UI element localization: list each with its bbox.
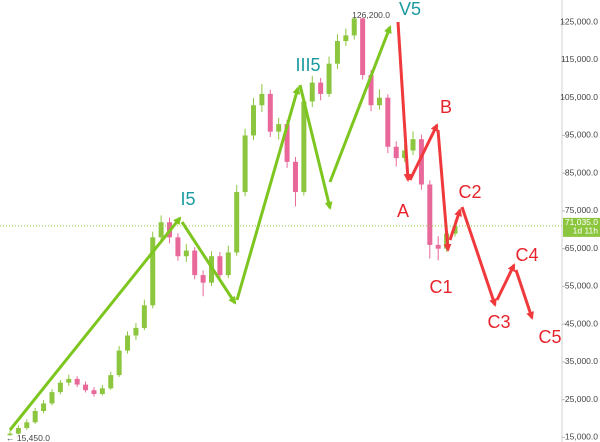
y-tick-label: 55,000.0 [565, 281, 598, 291]
y-tick-label: 75,000.0 [565, 205, 598, 215]
y-tick-label: 105,000.0 [560, 92, 598, 102]
high-label: 126,200.0 [352, 10, 390, 20]
arrow [298, 84, 333, 210]
price-tag [563, 217, 600, 237]
arrow [514, 269, 534, 320]
candle-body [393, 146, 399, 159]
candle-body [267, 93, 273, 132]
candle-body [234, 192, 240, 253]
candle-body [24, 422, 30, 428]
candle-body [15, 427, 21, 434]
candle-body [175, 237, 181, 257]
candle-body [427, 184, 433, 245]
candle-body [309, 82, 315, 102]
y-tick-label: 15,000.0 [565, 432, 598, 442]
candle-body [334, 41, 340, 64]
candle-body [49, 392, 55, 404]
y-tick-label: 125,000.0 [560, 16, 598, 26]
y-tick-label: 35,000.0 [565, 356, 598, 366]
arrow [448, 208, 462, 241]
candle-body [133, 327, 139, 336]
candle-body [217, 256, 223, 276]
wave-label: C3 [487, 312, 510, 332]
candle-body [74, 378, 80, 385]
candle-body [284, 124, 290, 162]
candle-body [141, 305, 147, 328]
candle-body [225, 252, 231, 276]
candle-body [292, 161, 298, 193]
candle-body [343, 35, 349, 42]
candle-body [158, 222, 164, 238]
candle-body [116, 350, 122, 376]
candle-body [125, 335, 131, 351]
candle-body [192, 250, 198, 276]
wave-label: B [440, 97, 452, 117]
candle-body [183, 250, 189, 257]
arrow [460, 206, 497, 307]
candle-body [385, 97, 391, 147]
price-tag-value: 71,035.0 [565, 217, 598, 227]
y-tick-label: 85,000.0 [565, 167, 598, 177]
candle-body [410, 139, 416, 151]
wave-label: C5 [538, 327, 561, 347]
arrow [328, 25, 392, 183]
wave-label: I5 [180, 189, 195, 209]
y-tick-label: 65,000.0 [565, 243, 598, 253]
candle-body [402, 150, 408, 159]
y-tick-label: 115,000.0 [561, 54, 598, 64]
candle-body [360, 18, 366, 76]
wave-label: C1 [429, 277, 452, 297]
arrow [436, 129, 452, 252]
candle-body [91, 390, 97, 395]
candle-body [435, 244, 441, 249]
wave-label: C2 [458, 182, 481, 202]
candle-body [318, 82, 324, 94]
candle-body [108, 375, 114, 389]
candle-body [200, 275, 206, 283]
candle-body [301, 101, 307, 193]
candle-body [57, 382, 63, 393]
y-tick-label: 25,000.0 [565, 394, 598, 404]
price-tag-countdown: 1d 11h [573, 226, 599, 236]
candle-body [66, 378, 72, 383]
candle-body [276, 124, 282, 132]
candle-body [418, 139, 424, 185]
y-tick-label: 95,000.0 [565, 130, 598, 140]
wave-label: A [397, 201, 409, 221]
low-label: ← 15,450.0 [6, 433, 50, 442]
candle-body [376, 97, 382, 106]
arrow [8, 216, 182, 431]
candle-body [150, 237, 156, 306]
arrow [495, 263, 516, 301]
candle-body [32, 410, 38, 423]
candle-body [326, 63, 332, 94]
candle-body [242, 135, 248, 193]
candle-body [250, 105, 256, 136]
candle-body [7, 433, 13, 436]
candle-body [83, 384, 89, 391]
wave-arrows [8, 21, 534, 431]
wave-label: C4 [515, 245, 538, 265]
wave-label: III5 [295, 55, 320, 75]
candle-body [99, 388, 105, 395]
candle-body [259, 93, 265, 106]
candle-body [351, 18, 357, 36]
candle-body [368, 75, 374, 106]
candle-body [41, 403, 47, 411]
arrow [396, 21, 412, 182]
y-tick-label: 45,000.0 [565, 318, 598, 328]
arrow [180, 221, 237, 305]
arrow [408, 123, 439, 181]
arrow [235, 86, 301, 301]
wave-label: V5 [399, 0, 421, 19]
